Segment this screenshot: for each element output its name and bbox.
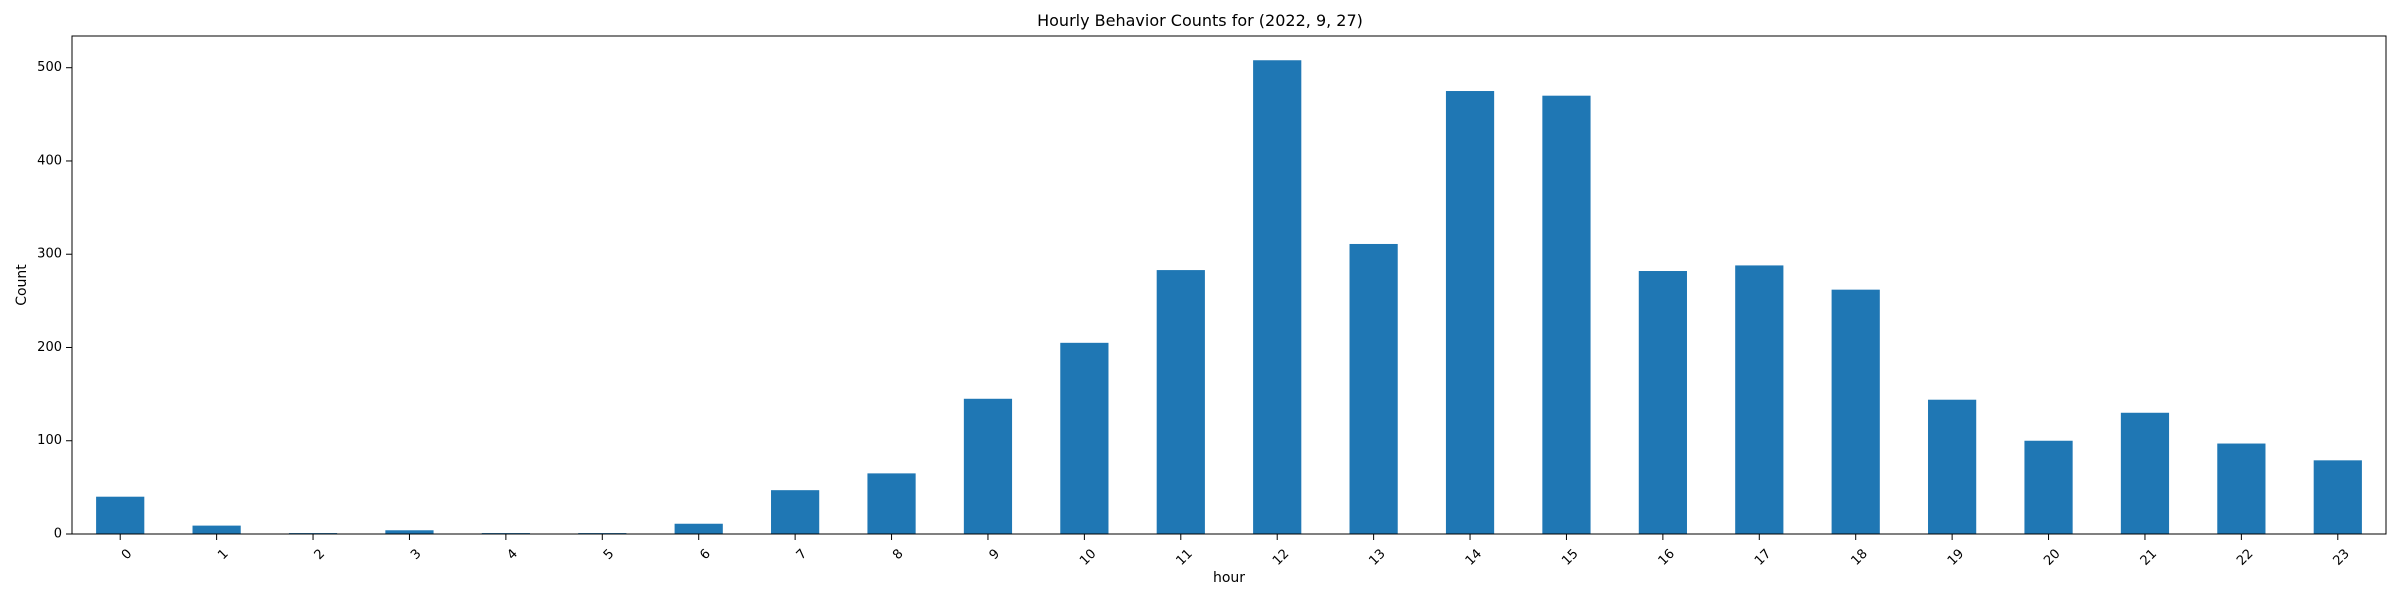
bar-hour-7 [771, 490, 820, 534]
bar-hour-10 [1060, 342, 1109, 534]
x-tick-label: 8 [890, 546, 906, 562]
x-tick-label: 0 [119, 546, 135, 562]
y-tick-label: 200 [37, 340, 62, 355]
y-axis: 0 100 200 300 400 500 [37, 60, 72, 542]
x-tick-label: 5 [601, 546, 617, 562]
x-tick-label: 18 [1848, 546, 1870, 568]
x-tick-label: 22 [2234, 546, 2256, 568]
bar-hour-11 [1156, 270, 1205, 534]
bar-hour-15 [1542, 95, 1591, 534]
x-tick-label: 12 [1270, 546, 1292, 568]
bar-hour-3 [385, 530, 434, 534]
y-axis-label: Count [14, 264, 30, 306]
x-tick-label: 10 [1077, 546, 1099, 568]
bar-hour-16 [1638, 271, 1687, 534]
bar-hour-1 [192, 525, 241, 534]
bar-hour-21 [2120, 412, 2170, 534]
x-axis: 0 1 2 3 4 5 6 7 8 9 10 11 12 13 14 15 16 17 18 19 20 21 22 23 [119, 534, 2353, 569]
x-tick-label: 15 [1559, 546, 1581, 568]
y-tick-label: 300 [37, 247, 62, 262]
bar-hour-18 [1831, 289, 1880, 534]
bar-hour-23 [2313, 460, 2362, 534]
y-tick-label: 500 [37, 60, 62, 75]
x-tick-label: 4 [504, 546, 520, 562]
bar-hour-14 [1445, 91, 1495, 535]
x-tick-label: 19 [1945, 546, 1967, 568]
x-tick-label: 1 [215, 546, 231, 562]
bar-hour-13 [1349, 243, 1398, 534]
bars-layer [96, 60, 2362, 535]
bar-hour-20 [2024, 440, 2073, 534]
plot-frame [71, 35, 2387, 535]
y-tick-label: 0 [54, 527, 62, 542]
bar-hour-19 [1928, 399, 1977, 534]
x-tick-label: 20 [2041, 546, 2063, 568]
chart-title: Hourly Behavior Counts for (2022, 9, 27) [1037, 11, 1363, 30]
x-axis-label: hour [1213, 570, 1245, 586]
x-tick-label: 9 [987, 546, 1003, 562]
x-tick-label: 17 [1752, 546, 1774, 568]
bar-hour-17 [1735, 265, 1784, 534]
bar-hour-9 [963, 398, 1013, 534]
x-tick-label: 14 [1463, 546, 1485, 568]
x-tick-label: 16 [1656, 546, 1678, 568]
x-tick-label: 21 [2138, 546, 2160, 568]
x-tick-label: 2 [312, 546, 328, 562]
x-tick-label: 6 [697, 546, 713, 562]
y-tick-label: 400 [37, 153, 62, 168]
x-tick-label: 23 [2331, 546, 2353, 568]
bar-hour-0 [96, 496, 145, 534]
bar-hour-12 [1253, 60, 1302, 534]
x-tick-label: 7 [794, 546, 810, 562]
bar-hour-8 [867, 473, 916, 534]
bar-hour-6 [674, 523, 723, 534]
x-tick-label: 13 [1366, 546, 1388, 568]
y-tick-label: 100 [37, 433, 62, 448]
x-tick-label: 3 [408, 546, 424, 562]
x-tick-label: 11 [1174, 546, 1196, 568]
bar-hour-22 [2217, 443, 2266, 534]
